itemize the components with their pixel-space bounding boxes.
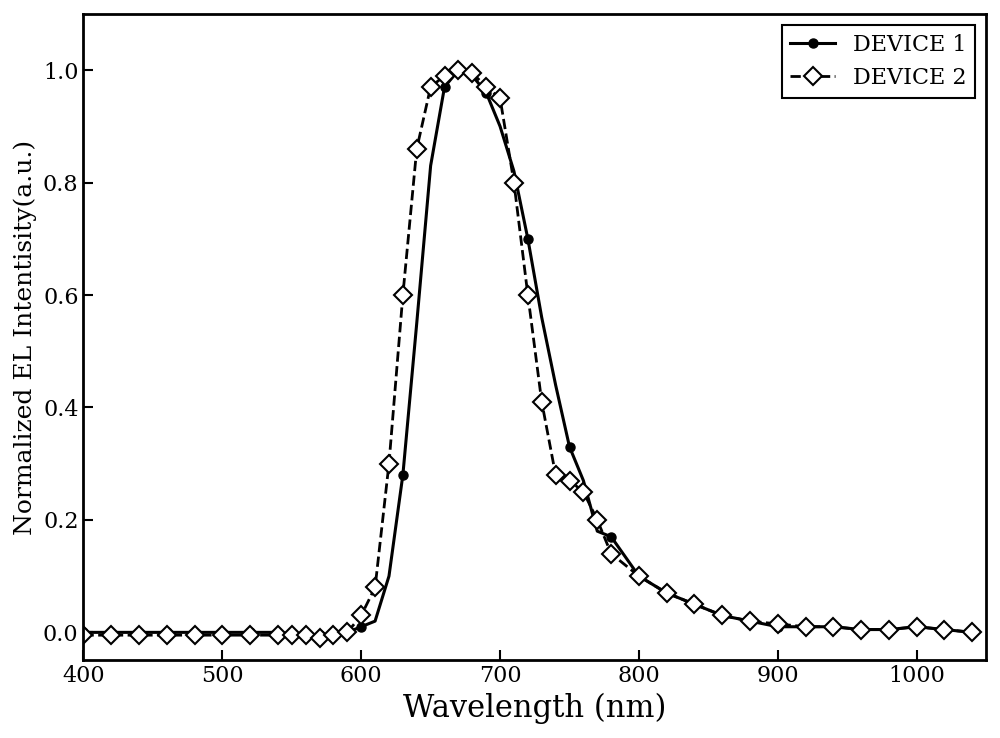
DEVICE 2 — [216, 631, 228, 640]
DEVICE 2 — [661, 589, 673, 598]
DEVICE 1 — [314, 631, 326, 640]
DEVICE 1 — [272, 628, 284, 637]
DEVICE 2 — [827, 622, 839, 631]
DEVICE 2 — [341, 628, 353, 637]
DEVICE 2 — [397, 291, 409, 300]
DEVICE 2 — [716, 611, 728, 620]
Line: DEVICE 2: DEVICE 2 — [77, 64, 978, 644]
DEVICE 1 — [480, 88, 492, 97]
DEVICE 1 — [633, 572, 645, 581]
DEVICE 2 — [772, 619, 784, 628]
DEVICE 2 — [591, 515, 603, 524]
DEVICE 1 — [355, 622, 367, 631]
DEVICE 1 — [688, 600, 700, 609]
DEVICE 2 — [494, 94, 506, 103]
DEVICE 1 — [564, 442, 576, 451]
DEVICE 1 — [77, 628, 89, 637]
DEVICE 2 — [272, 631, 284, 640]
DEVICE 2 — [355, 611, 367, 620]
DEVICE 2 — [800, 622, 812, 631]
DEVICE 2 — [411, 145, 423, 154]
DEVICE 1 — [605, 532, 617, 541]
DEVICE 2 — [605, 549, 617, 558]
DEVICE 1 — [466, 72, 478, 80]
DEVICE 1 — [161, 628, 173, 637]
DEVICE 2 — [883, 625, 895, 634]
DEVICE 2 — [550, 471, 562, 480]
Legend: DEVICE 1, DEVICE 2: DEVICE 1, DEVICE 2 — [782, 25, 975, 98]
DEVICE 1 — [244, 628, 256, 637]
DEVICE 2 — [911, 622, 923, 631]
DEVICE 1 — [800, 622, 812, 631]
DEVICE 1 — [341, 628, 353, 637]
DEVICE 2 — [564, 476, 576, 485]
DEVICE 1 — [855, 625, 867, 634]
DEVICE 1 — [883, 625, 895, 634]
DEVICE 2 — [744, 617, 756, 626]
DEVICE 1 — [369, 617, 381, 626]
DEVICE 2 — [300, 631, 312, 640]
DEVICE 2 — [855, 625, 867, 634]
DEVICE 2 — [425, 83, 437, 92]
DEVICE 2 — [327, 631, 339, 640]
DEVICE 2 — [480, 83, 492, 92]
Line: DEVICE 1: DEVICE 1 — [79, 66, 977, 640]
DEVICE 1 — [536, 313, 548, 322]
DEVICE 2 — [508, 178, 520, 187]
DEVICE 2 — [577, 487, 589, 496]
DEVICE 2 — [189, 631, 201, 640]
DEVICE 1 — [716, 611, 728, 620]
DEVICE 1 — [911, 622, 923, 631]
DEVICE 2 — [452, 66, 464, 75]
DEVICE 2 — [688, 600, 700, 609]
DEVICE 1 — [550, 381, 562, 390]
DEVICE 2 — [133, 631, 145, 640]
DEVICE 1 — [425, 162, 437, 170]
DEVICE 1 — [508, 167, 520, 176]
DEVICE 1 — [772, 622, 784, 631]
DEVICE 2 — [77, 631, 89, 640]
DEVICE 2 — [105, 631, 117, 640]
DEVICE 1 — [105, 628, 117, 637]
DEVICE 2 — [536, 397, 548, 406]
DEVICE 1 — [452, 66, 464, 75]
X-axis label: Wavelength (nm): Wavelength (nm) — [403, 693, 666, 724]
DEVICE 2 — [369, 583, 381, 592]
DEVICE 2 — [439, 72, 451, 80]
DEVICE 2 — [286, 631, 298, 640]
DEVICE 2 — [383, 459, 395, 468]
DEVICE 1 — [938, 625, 950, 634]
DEVICE 2 — [244, 631, 256, 640]
DEVICE 2 — [314, 633, 326, 642]
DEVICE 1 — [827, 622, 839, 631]
DEVICE 1 — [522, 235, 534, 244]
DEVICE 1 — [494, 122, 506, 131]
DEVICE 1 — [216, 628, 228, 637]
DEVICE 1 — [966, 628, 978, 637]
DEVICE 2 — [938, 625, 950, 634]
Y-axis label: Normalized EL Intentisity(a.u.): Normalized EL Intentisity(a.u.) — [14, 139, 37, 535]
DEVICE 2 — [522, 291, 534, 300]
DEVICE 1 — [661, 589, 673, 598]
DEVICE 1 — [397, 471, 409, 480]
DEVICE 2 — [161, 631, 173, 640]
DEVICE 1 — [327, 631, 339, 640]
DEVICE 2 — [966, 628, 978, 637]
DEVICE 1 — [133, 628, 145, 637]
DEVICE 1 — [383, 572, 395, 581]
DEVICE 2 — [466, 69, 478, 77]
DEVICE 2 — [633, 572, 645, 581]
DEVICE 1 — [744, 617, 756, 626]
DEVICE 1 — [591, 527, 603, 536]
DEVICE 1 — [411, 319, 423, 328]
DEVICE 1 — [439, 83, 451, 92]
DEVICE 1 — [577, 476, 589, 485]
DEVICE 1 — [189, 628, 201, 637]
DEVICE 1 — [300, 631, 312, 640]
